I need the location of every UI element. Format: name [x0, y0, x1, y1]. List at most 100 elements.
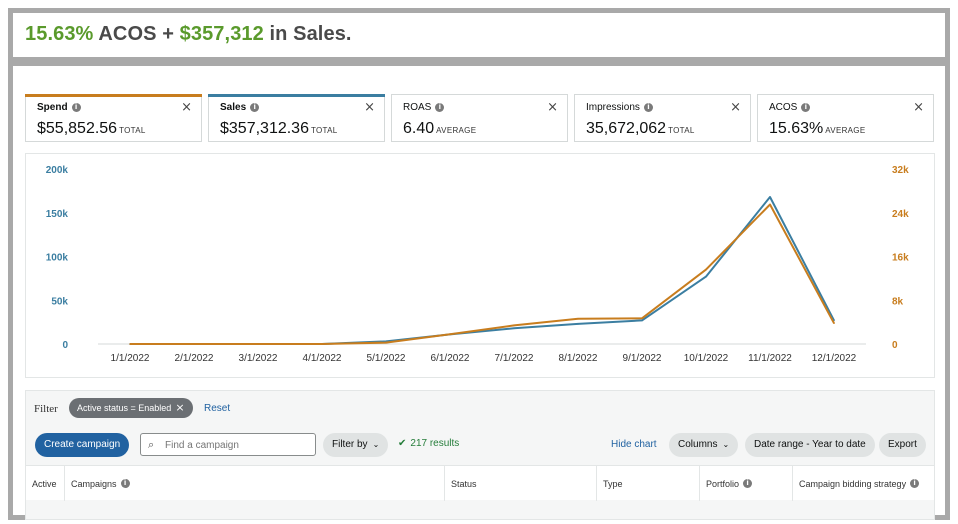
metric-value: 6.40 AVERAGE	[403, 120, 476, 138]
column-label: Campaign bidding strategy	[799, 478, 907, 489]
metric-amount: $55,852.56	[37, 120, 118, 137]
data-point-sales	[577, 323, 579, 325]
create-campaign-button[interactable]: Create campaign	[35, 433, 130, 457]
chevron-down-icon: ⌄	[372, 440, 380, 449]
series-line-sales	[130, 196, 835, 345]
data-point-spend	[385, 341, 387, 344]
columns-button[interactable]: Columns ⌄	[669, 433, 739, 457]
campaign-search[interactable]: ⌕	[140, 433, 316, 456]
y-tick-label-right: 32k	[892, 165, 909, 176]
info-icon[interactable]: i	[435, 103, 445, 112]
campaign-table-panel: Filter Active status = Enabled × Reset C…	[25, 390, 935, 520]
info-icon[interactable]: i	[643, 103, 653, 112]
filter-chip-active-status[interactable]: Active status = Enabled ×	[69, 398, 193, 418]
x-tick-label: 1/1/2022	[111, 353, 150, 364]
info-icon[interactable]: i	[120, 479, 130, 488]
results-count: ✔ 217 results	[398, 438, 459, 449]
column-header-active[interactable]: Active	[26, 466, 64, 501]
chevron-down-icon: ⌄	[722, 440, 730, 449]
close-icon[interactable]: ×	[913, 100, 924, 115]
metric-card-acos[interactable]: ACOS i × 15.63% AVERAGE	[757, 94, 934, 142]
metric-color-bar	[208, 94, 385, 97]
data-point-spend	[577, 318, 579, 320]
metric-sub: AVERAGE	[825, 126, 866, 135]
metric-card-impressions[interactable]: Impressions i × 35,672,062 TOTAL	[574, 94, 751, 142]
headline-acos: 15.63%	[25, 23, 94, 45]
x-tick-label: 2/1/2022	[175, 353, 214, 364]
x-tick-label: 4/1/2022	[303, 353, 342, 364]
data-point-sales	[513, 327, 515, 330]
data-point-spend	[641, 317, 643, 320]
info-icon[interactable]: i	[910, 479, 920, 488]
info-icon[interactable]: i	[250, 103, 260, 112]
x-tick-label: 9/1/2022	[623, 353, 662, 364]
data-point-spend	[321, 343, 323, 345]
data-point-spend	[705, 268, 707, 271]
metric-name: Sales i	[220, 102, 260, 113]
date-range-button[interactable]: Date range - Year to date	[745, 433, 875, 457]
metric-name: Spend i	[37, 102, 81, 113]
column-header-bidding-strategy[interactable]: Campaign bidding strategy i	[792, 466, 934, 501]
y-tick-label-right: 16k	[892, 253, 909, 264]
column-header-campaigns[interactable]: Campaigns i	[64, 466, 444, 501]
metric-label: Spend	[37, 102, 68, 113]
metric-label: ACOS	[769, 102, 798, 113]
metric-card-roas[interactable]: ROAS i × 6.40 AVERAGE	[391, 94, 568, 142]
close-icon[interactable]: ×	[547, 100, 558, 115]
data-point-spend	[513, 324, 515, 327]
dashboard: Spend i × $55,852.56 TOTAL Sales i × $357,3…	[8, 62, 950, 520]
metric-sub: TOTAL	[310, 126, 338, 135]
hide-chart-link[interactable]: Hide chart	[611, 439, 657, 450]
close-icon[interactable]: ×	[175, 401, 185, 414]
check-icon: ✔	[398, 438, 407, 449]
data-point-spend	[193, 343, 195, 345]
y-tick-label-right: 24k	[892, 209, 909, 220]
x-tick-label: 11/1/2022	[748, 353, 792, 364]
info-icon[interactable]: i	[71, 103, 81, 112]
column-header-status[interactable]: Status	[444, 466, 596, 501]
headline-mid: ACOS +	[93, 23, 180, 45]
column-label: Status	[451, 478, 477, 489]
metric-label: Impressions	[586, 102, 640, 113]
metric-sub: TOTAL	[119, 126, 146, 135]
column-label: Active	[32, 478, 57, 489]
metric-name: ROAS i	[403, 102, 445, 113]
x-tick-label: 10/1/2022	[684, 353, 729, 364]
x-tick-label: 7/1/2022	[495, 353, 534, 364]
export-button[interactable]: Export	[879, 433, 926, 457]
y-tick-label-left: 50k	[51, 296, 68, 307]
close-icon[interactable]: ×	[730, 100, 741, 115]
x-tick-label: 12/1/2022	[812, 353, 857, 364]
close-icon[interactable]: ×	[181, 100, 192, 115]
info-icon[interactable]: i	[801, 103, 811, 112]
metric-card-sales[interactable]: Sales i × $357,312.36 TOTAL	[208, 94, 385, 142]
data-point-spend	[129, 343, 131, 345]
line-chart: 0 50k 100k 150k 200k 0 8k 16k 24k 32k 1/1/2022 2/1/…	[46, 165, 909, 364]
metric-amount: 35,672,062	[586, 120, 667, 137]
metric-card-spend[interactable]: Spend i × $55,852.56 TOTAL	[25, 94, 202, 142]
x-tick-label: 3/1/2022	[239, 353, 278, 364]
headline-banner: 15.63% ACOS + $357,312 in Sales.	[8, 8, 950, 62]
reset-link[interactable]: Reset	[204, 403, 231, 414]
x-tick-label: 5/1/2022	[367, 353, 406, 364]
results-label: 217 results	[410, 438, 460, 449]
close-icon[interactable]: ×	[364, 100, 375, 115]
column-header-type[interactable]: Type	[596, 466, 699, 501]
headline-tail: in Sales.	[263, 23, 352, 45]
data-point-sales	[641, 319, 643, 322]
data-point-spend	[449, 333, 451, 335]
y-tick-label-left: 0	[62, 340, 68, 351]
metric-name: ACOS i	[769, 102, 811, 113]
column-label: Type	[603, 478, 623, 489]
search-input[interactable]	[165, 437, 311, 453]
filter-by-button[interactable]: Filter by ⌄	[323, 433, 389, 457]
column-label: Campaigns	[71, 478, 117, 489]
filter-by-label: Filter by	[332, 439, 368, 450]
headline-sales: $357,312	[179, 23, 264, 45]
series-line-spend	[130, 203, 835, 345]
metric-value: 35,672,062 TOTAL	[586, 120, 695, 138]
column-header-portfolio[interactable]: Portfolio i	[699, 466, 792, 501]
data-point-spend	[257, 343, 259, 345]
info-icon[interactable]: i	[743, 479, 753, 488]
metric-sub: TOTAL	[668, 126, 695, 135]
